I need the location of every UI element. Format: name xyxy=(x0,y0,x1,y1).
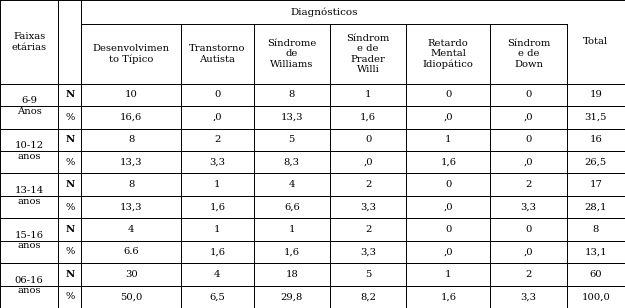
Text: 2: 2 xyxy=(525,180,532,189)
Text: 13,1: 13,1 xyxy=(584,247,607,257)
Text: Síndrom
e de
Prader
Willi: Síndrom e de Prader Willi xyxy=(346,34,390,74)
Text: 0: 0 xyxy=(525,225,532,234)
Text: 1,6: 1,6 xyxy=(440,158,456,167)
Text: 13,3: 13,3 xyxy=(281,113,303,122)
Text: ,0: ,0 xyxy=(524,247,533,257)
Text: 31,5: 31,5 xyxy=(584,113,607,122)
Text: 1: 1 xyxy=(445,270,451,279)
Text: 29,8: 29,8 xyxy=(281,292,303,301)
Text: %: % xyxy=(65,292,74,301)
Text: %: % xyxy=(65,113,74,122)
Text: 8: 8 xyxy=(128,180,134,189)
Text: 0: 0 xyxy=(445,225,451,234)
Text: 6.6: 6.6 xyxy=(123,247,139,257)
Text: 1: 1 xyxy=(214,180,221,189)
Text: 6,6: 6,6 xyxy=(284,203,300,212)
Text: 16,6: 16,6 xyxy=(120,113,142,122)
Text: Retardo
Mental
Idiopático: Retardo Mental Idiopático xyxy=(423,38,474,69)
Text: 0: 0 xyxy=(525,91,532,99)
Text: ,0: ,0 xyxy=(444,247,453,257)
Text: 2: 2 xyxy=(365,225,371,234)
Text: 3,3: 3,3 xyxy=(521,203,536,212)
Text: %: % xyxy=(65,203,74,212)
Text: 8: 8 xyxy=(128,135,134,144)
Text: 16: 16 xyxy=(589,135,602,144)
Text: Faixas
etárias: Faixas etárias xyxy=(12,32,47,51)
Text: 2: 2 xyxy=(365,180,371,189)
Text: N: N xyxy=(65,180,74,189)
Text: 4: 4 xyxy=(214,270,221,279)
Text: Síndrome
de
Williams: Síndrome de Williams xyxy=(267,39,316,69)
Text: ,0: ,0 xyxy=(213,113,222,122)
Text: %: % xyxy=(65,158,74,167)
Text: 0: 0 xyxy=(525,135,532,144)
Text: 0: 0 xyxy=(214,91,221,99)
Text: 0: 0 xyxy=(445,180,451,189)
Text: 10: 10 xyxy=(125,91,138,99)
Text: 0: 0 xyxy=(445,91,451,99)
Text: 6,5: 6,5 xyxy=(209,292,225,301)
Text: 100,0: 100,0 xyxy=(581,292,610,301)
Text: 1,6: 1,6 xyxy=(209,247,226,257)
Text: Transtorno
Autista: Transtorno Autista xyxy=(189,44,246,63)
Text: 0: 0 xyxy=(365,135,371,144)
Text: 2: 2 xyxy=(525,270,532,279)
Text: 26,5: 26,5 xyxy=(584,158,607,167)
Text: ,0: ,0 xyxy=(363,158,373,167)
Text: Síndrom
e de
Down: Síndrom e de Down xyxy=(507,39,550,69)
Text: 18: 18 xyxy=(286,270,298,279)
Text: 1,6: 1,6 xyxy=(284,247,300,257)
Text: 15-16
anos: 15-16 anos xyxy=(15,231,44,250)
Text: 1: 1 xyxy=(365,91,371,99)
Text: 13,3: 13,3 xyxy=(120,203,142,212)
Text: 60: 60 xyxy=(589,270,602,279)
Text: 8: 8 xyxy=(592,225,599,234)
Text: 1,6: 1,6 xyxy=(209,203,226,212)
Text: 1: 1 xyxy=(445,135,451,144)
Text: 3,3: 3,3 xyxy=(360,247,376,257)
Text: ,0: ,0 xyxy=(444,203,453,212)
Text: 6-9
Anos: 6-9 Anos xyxy=(17,96,42,116)
Text: 28,1: 28,1 xyxy=(584,203,607,212)
Text: Desenvolvimen
to Típico: Desenvolvimen to Típico xyxy=(92,44,170,64)
Text: 1,6: 1,6 xyxy=(440,292,456,301)
Text: 19: 19 xyxy=(589,91,602,99)
Text: 10-12
anos: 10-12 anos xyxy=(14,141,44,161)
Text: 1: 1 xyxy=(214,225,221,234)
Text: 1,6: 1,6 xyxy=(360,113,376,122)
Text: 4: 4 xyxy=(289,180,295,189)
Text: N: N xyxy=(65,91,74,99)
Text: 13,3: 13,3 xyxy=(120,158,142,167)
Text: 06-16
anos: 06-16 anos xyxy=(15,276,44,295)
Text: 50,0: 50,0 xyxy=(120,292,142,301)
Text: 5: 5 xyxy=(289,135,295,144)
Text: 3,3: 3,3 xyxy=(360,203,376,212)
Text: N: N xyxy=(65,225,74,234)
Text: 1: 1 xyxy=(289,225,295,234)
Text: 5: 5 xyxy=(365,270,371,279)
Text: Total: Total xyxy=(583,37,608,47)
Text: 8,2: 8,2 xyxy=(360,292,376,301)
Text: ,0: ,0 xyxy=(524,113,533,122)
Text: 30: 30 xyxy=(125,270,138,279)
Text: N: N xyxy=(65,270,74,279)
Text: ,0: ,0 xyxy=(524,158,533,167)
Text: 8,3: 8,3 xyxy=(284,158,300,167)
Text: 3,3: 3,3 xyxy=(521,292,536,301)
Text: 4: 4 xyxy=(128,225,134,234)
Text: ,0: ,0 xyxy=(444,113,453,122)
Text: N: N xyxy=(65,135,74,144)
Text: 3,3: 3,3 xyxy=(209,158,226,167)
Text: Diagnósticos: Diagnósticos xyxy=(290,7,357,17)
Text: 2: 2 xyxy=(214,135,221,144)
Text: %: % xyxy=(65,247,74,257)
Text: 17: 17 xyxy=(589,180,602,189)
Text: 8: 8 xyxy=(289,91,295,99)
Text: 13-14
anos: 13-14 anos xyxy=(14,186,44,205)
